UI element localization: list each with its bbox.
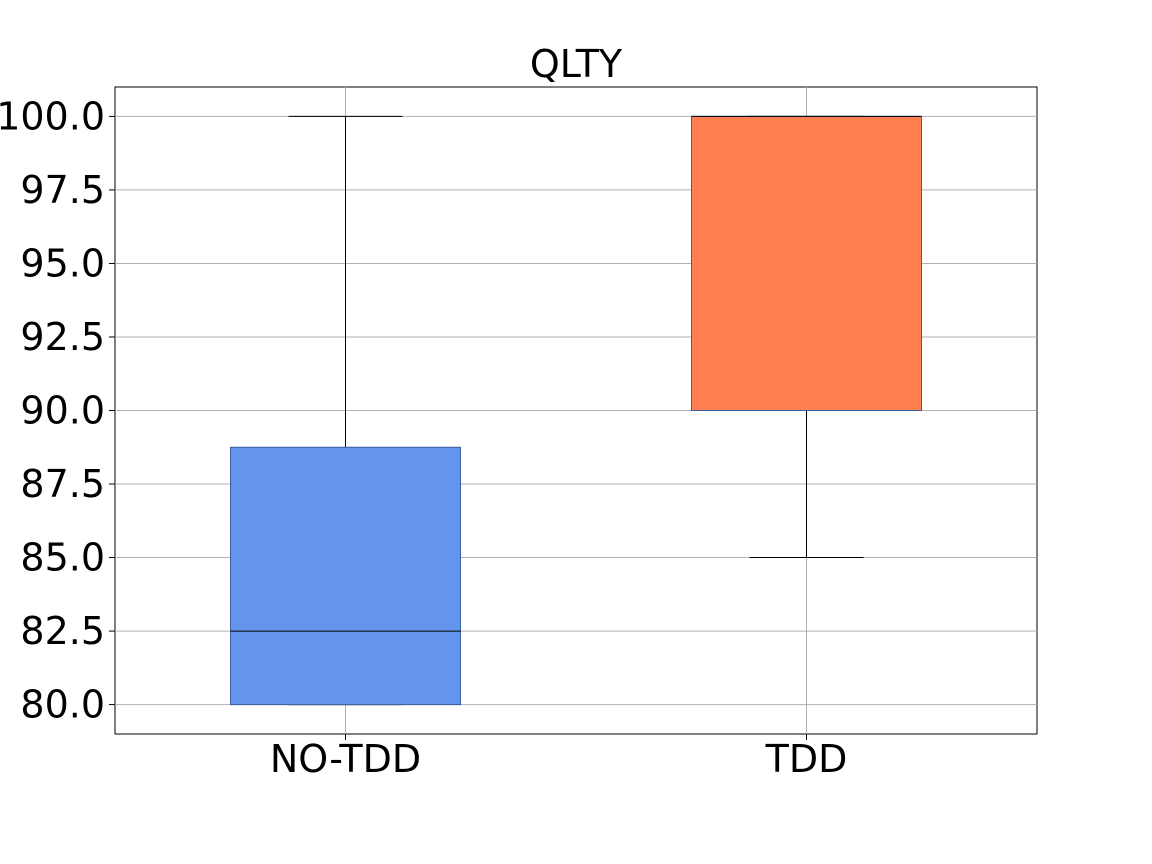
x-tick-label: NO-TDD: [270, 737, 421, 781]
box-series: [230, 115, 922, 706]
y-tick-label: 90.0: [20, 389, 105, 433]
y-tick-label: 87.5: [20, 462, 105, 506]
box-tdd: [691, 115, 922, 559]
x-tick-label: TDD: [765, 737, 848, 781]
y-tick-label: 80.0: [20, 683, 105, 727]
y-tick-label: 85.0: [20, 536, 105, 580]
y-tick-label: 97.5: [20, 168, 105, 212]
y-tick-label: 100.0: [0, 94, 105, 138]
y-tick-label: 95.0: [20, 241, 105, 285]
y-tick-label: 82.5: [20, 609, 105, 653]
y-axis-ticks: 80.0 82.5 85.0 87.5 90.0 92.5 95.0 97.5 100.0: [0, 94, 115, 727]
iqr-box: [230, 446, 461, 706]
chart-title: QLTY: [530, 42, 623, 86]
y-tick-label: 92.5: [20, 315, 105, 359]
x-axis-ticks: NO-TDD TDD: [270, 734, 848, 781]
box-no-tdd: [230, 115, 461, 706]
iqr-box: [691, 115, 922, 411]
